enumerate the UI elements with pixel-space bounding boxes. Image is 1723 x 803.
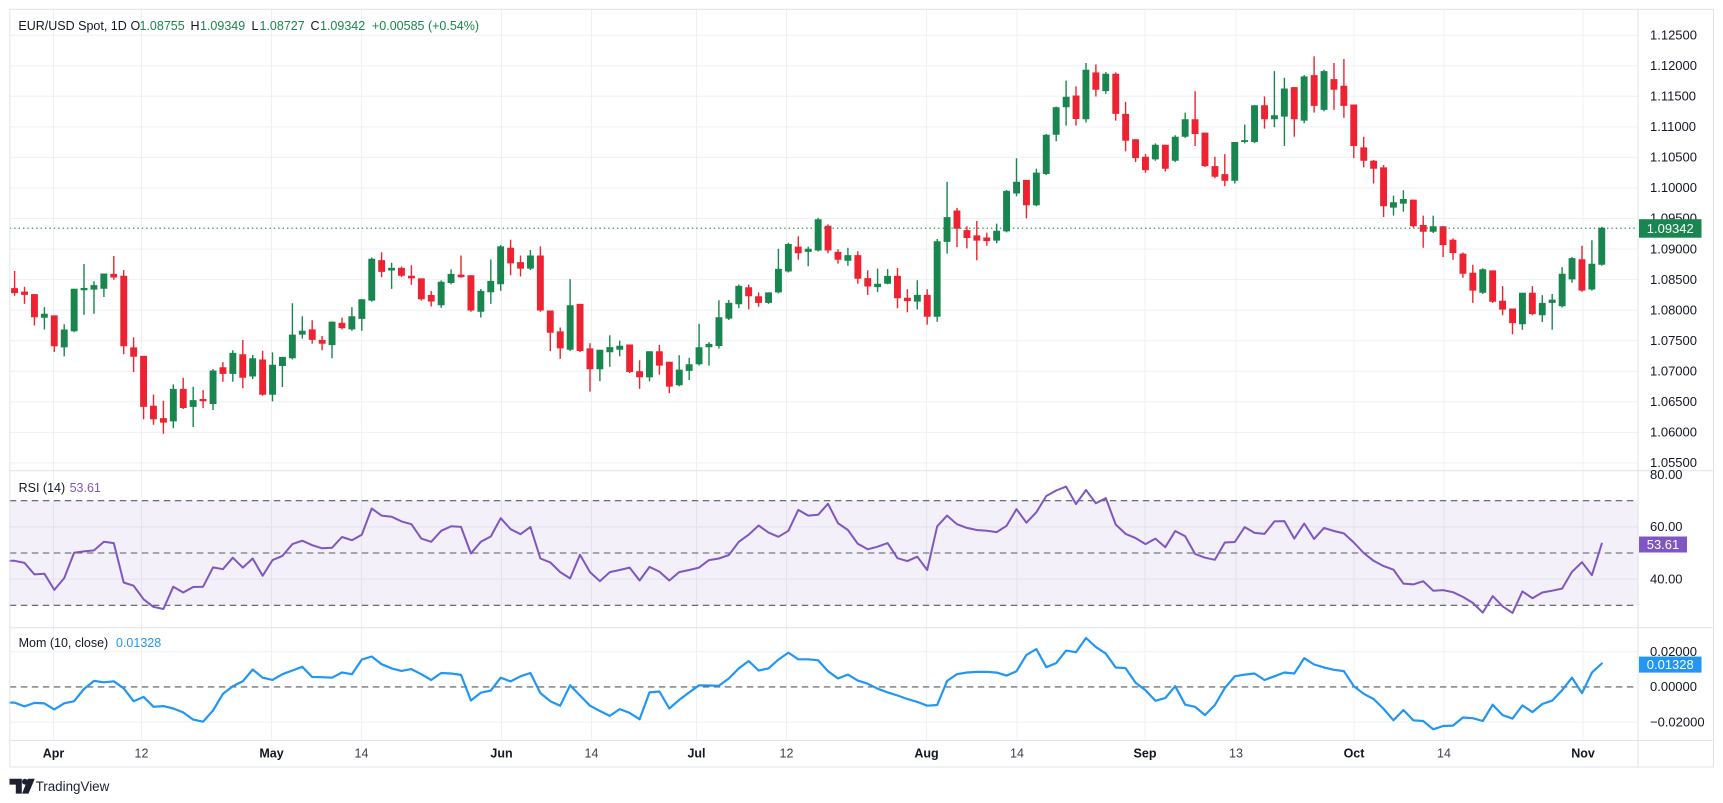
svg-text:1.08500: 1.08500 — [1650, 272, 1697, 287]
svg-text:Jun: Jun — [490, 747, 512, 761]
svg-text:0.02000: 0.02000 — [1650, 644, 1697, 659]
svg-text:TradingView: TradingView — [36, 779, 110, 794]
svg-text:12: 12 — [135, 747, 149, 761]
svg-text:Apr: Apr — [43, 747, 65, 761]
svg-text:May: May — [259, 747, 283, 761]
svg-text:1.12500: 1.12500 — [1650, 27, 1697, 42]
svg-text:Mom (10, close) 0.01328: Mom (10, close) 0.01328 — [19, 636, 162, 650]
svg-text:53.61: 53.61 — [1647, 537, 1680, 552]
svg-text:1.11000: 1.11000 — [1650, 119, 1696, 134]
svg-text:0.01328: 0.01328 — [1647, 657, 1694, 672]
svg-text:Oct: Oct — [1344, 747, 1366, 761]
svg-text:Sep: Sep — [1134, 747, 1157, 761]
svg-text:0.00000: 0.00000 — [1650, 679, 1697, 694]
svg-text:1.09000: 1.09000 — [1650, 241, 1697, 256]
svg-text:1.05500: 1.05500 — [1650, 455, 1697, 470]
svg-text:13: 13 — [1229, 747, 1243, 761]
svg-text:14: 14 — [585, 747, 599, 761]
svg-text:Jul: Jul — [687, 747, 705, 761]
svg-text:1.07000: 1.07000 — [1650, 364, 1697, 379]
svg-text:1.07500: 1.07500 — [1650, 333, 1697, 348]
svg-text:Nov: Nov — [1571, 747, 1595, 761]
svg-text:1.09342: 1.09342 — [1647, 221, 1694, 236]
svg-text:1.10000: 1.10000 — [1650, 180, 1697, 195]
svg-text:1.12000: 1.12000 — [1650, 58, 1697, 73]
svg-text:1.06500: 1.06500 — [1650, 394, 1697, 409]
svg-text:1.11500: 1.11500 — [1650, 89, 1696, 104]
svg-text:40.00: 40.00 — [1650, 571, 1683, 586]
svg-text:Aug: Aug — [914, 747, 938, 761]
svg-text:80.00: 80.00 — [1650, 467, 1683, 482]
svg-text:1.08000: 1.08000 — [1650, 302, 1697, 317]
svg-text:12: 12 — [780, 747, 794, 761]
svg-text:1.06000: 1.06000 — [1650, 425, 1697, 440]
svg-text:14: 14 — [1437, 747, 1451, 761]
svg-text:60.00: 60.00 — [1650, 519, 1683, 534]
svg-text:14: 14 — [1010, 747, 1024, 761]
svg-text:RSI (14) 53.61: RSI (14) 53.61 — [19, 481, 101, 495]
svg-text:1.10500: 1.10500 — [1650, 150, 1697, 165]
svg-text:−0.02000: −0.02000 — [1650, 714, 1705, 729]
svg-text:14: 14 — [355, 747, 369, 761]
